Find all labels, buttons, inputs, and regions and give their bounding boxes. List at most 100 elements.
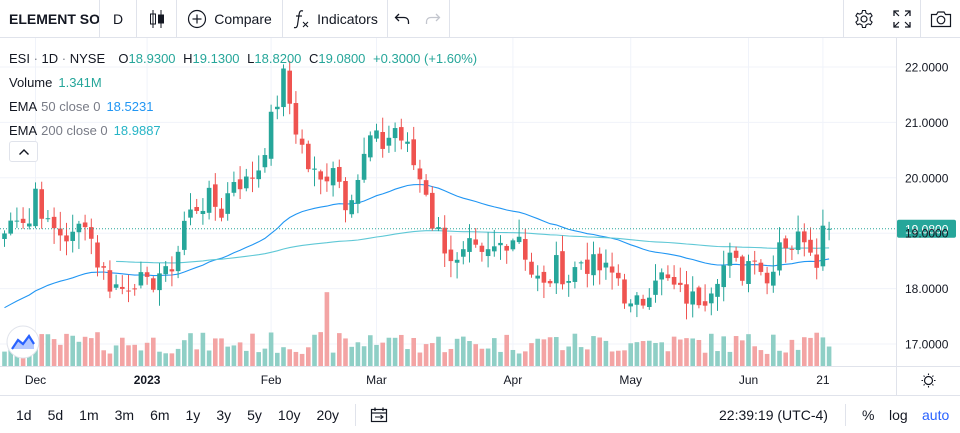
range-1m[interactable]: 1m	[79, 406, 99, 423]
volume-bar	[144, 342, 150, 366]
range-1y[interactable]: 1y	[185, 406, 201, 423]
symbol-name: ELEMENT SOLUTIONS	[9, 10, 100, 27]
candle	[758, 259, 764, 276]
range-1d[interactable]: 1d	[16, 406, 32, 423]
volume-value: 1.341M	[58, 75, 102, 90]
legend-volume-row[interactable]: Volume 1.341M	[9, 71, 481, 95]
compare-label: Compare	[214, 10, 272, 27]
price-tick-label: 19.0000	[905, 227, 949, 241]
high-key: H	[183, 51, 193, 66]
compare-button[interactable]: Compare	[177, 0, 283, 38]
range-3m[interactable]: 3m	[114, 406, 135, 423]
range-5y[interactable]: 5y	[247, 406, 262, 423]
volume-bar	[492, 338, 497, 366]
chart-type-button[interactable]	[137, 0, 177, 38]
redo-button[interactable]	[416, 0, 450, 38]
goto-date-button[interactable]	[364, 407, 394, 423]
legend-ema50-row[interactable]: EMA 50 close 0 18.5231	[9, 95, 481, 119]
candle	[634, 292, 640, 318]
top-toolbar: ELEMENT SOLUTIONS D Compare Indicators	[0, 0, 960, 38]
volume-bar	[566, 346, 571, 366]
volume-bar	[764, 353, 770, 366]
range-10y[interactable]: 10y	[277, 406, 301, 423]
candle	[8, 212, 13, 236]
volume-bar	[795, 349, 801, 366]
calendar-icon	[370, 407, 388, 422]
range-3y[interactable]: 3y	[216, 406, 232, 423]
volume-bar	[461, 336, 466, 366]
candle	[374, 123, 379, 142]
legend-ema200-row[interactable]: EMA 200 close 0 18.9887	[9, 119, 481, 143]
volume-bar	[702, 352, 708, 366]
camera-icon	[930, 11, 951, 28]
settings-button[interactable]	[843, 0, 883, 38]
auto-toggle[interactable]: auto	[922, 396, 949, 433]
volume-bar	[826, 346, 832, 366]
candle	[45, 210, 51, 223]
candle	[789, 245, 795, 261]
symbol-search-button[interactable]: ELEMENT SOLUTIONS	[0, 0, 100, 38]
volume-bar	[678, 339, 683, 366]
volume-bar	[535, 338, 540, 366]
candle	[113, 274, 119, 290]
price-tick-label: 21.0000	[905, 116, 949, 130]
candles	[2, 60, 832, 320]
price-tick-label: 20.0000	[905, 171, 949, 185]
range-6m[interactable]: 6m	[150, 406, 170, 423]
ema50-params: 50 close 0	[41, 99, 101, 114]
interval-button[interactable]: D	[100, 0, 137, 38]
candle	[721, 250, 726, 302]
tradingview-logo[interactable]	[6, 325, 40, 359]
volume-bar	[585, 349, 590, 366]
volume-bar	[182, 340, 187, 366]
indicators-button[interactable]: Indicators	[283, 0, 388, 38]
volume-bar	[653, 342, 658, 366]
volume-bar	[169, 353, 175, 366]
volume-bar	[727, 351, 733, 366]
screenshot-button[interactable]	[920, 0, 960, 38]
log-toggle[interactable]: log	[889, 396, 908, 433]
price-scale[interactable]: 22.0000 21.0000 20.0000 19.0000 18.0000 17.00…	[905, 61, 949, 352]
undo-button[interactable]	[388, 0, 416, 38]
candle	[454, 252, 460, 279]
volume-bar	[101, 350, 106, 366]
candle	[485, 232, 491, 268]
timezone-clock[interactable]: 22:39:19 (UTC-4)	[719, 396, 828, 433]
time-scale[interactable]: Dec 2023 Feb Mar Apr May Jun 21	[25, 373, 830, 387]
time-axis-settings-button[interactable]	[921, 373, 936, 388]
candle	[665, 265, 671, 281]
volume-bar	[454, 338, 460, 366]
volume-bar	[634, 342, 640, 366]
legend-collapse-button[interactable]	[9, 141, 38, 162]
fullscreen-icon	[892, 10, 911, 28]
close-key: C	[309, 51, 319, 66]
volume-bar	[789, 339, 795, 366]
volume-bar	[132, 344, 137, 366]
volume-bar	[151, 337, 156, 366]
candle	[411, 126, 416, 170]
candle	[318, 169, 323, 195]
volume-bars	[2, 292, 832, 366]
candle	[777, 227, 782, 276]
price-chart[interactable]: 19.0800 22.0000 21.0000 20.0000 19.0000 18.0…	[0, 0, 960, 395]
time-tick-label: 21	[816, 373, 830, 387]
candle	[138, 261, 144, 289]
volume-bar	[244, 350, 249, 366]
range-5d[interactable]: 5d	[47, 406, 64, 423]
volume-bar	[76, 341, 82, 366]
volume-bar	[45, 334, 51, 366]
candle	[473, 227, 478, 248]
ema200-label: EMA	[9, 123, 38, 138]
candle	[293, 91, 299, 144]
volume-bar	[430, 343, 435, 366]
volume-bar	[814, 332, 819, 366]
volume-bar	[64, 333, 69, 366]
legend-symbol[interactable]: ESI	[9, 51, 30, 66]
undo-icon	[394, 13, 410, 24]
candle	[678, 267, 683, 293]
candle	[616, 264, 621, 286]
volume-bar	[299, 353, 305, 366]
range-20y[interactable]: 20y	[316, 406, 340, 423]
fullscreen-button[interactable]	[883, 0, 920, 38]
percent-toggle[interactable]: %	[862, 396, 874, 433]
